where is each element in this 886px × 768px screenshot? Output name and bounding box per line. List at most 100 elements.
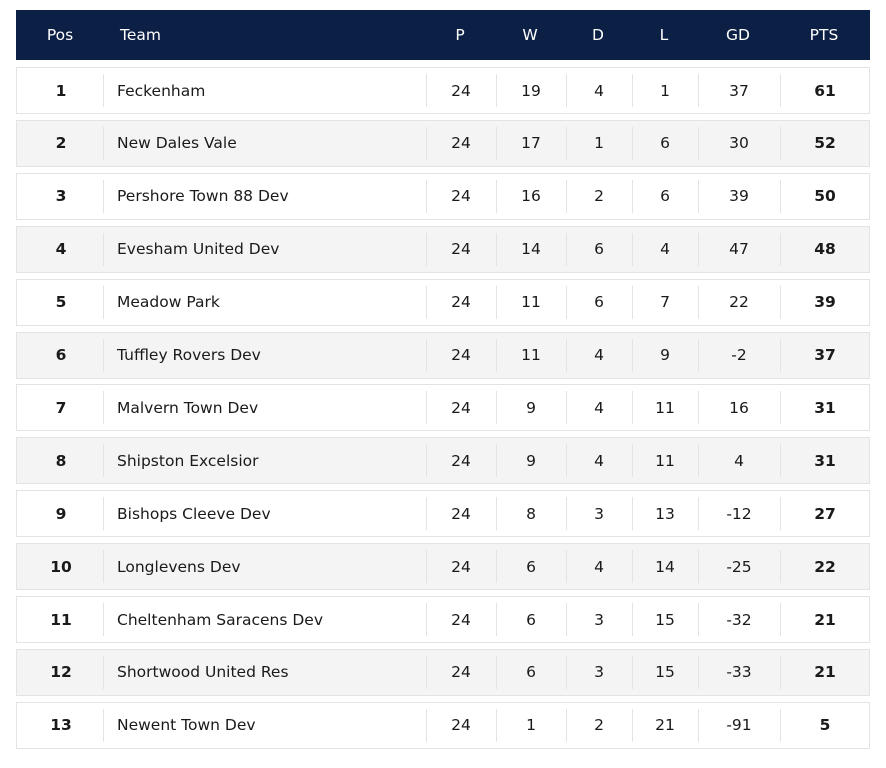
header-cell: GD: [726, 26, 750, 44]
won: 16: [521, 187, 541, 206]
points: 61: [814, 81, 836, 100]
table-row: 11 Cheltenham Saracens Dev 24 6 3 15 -32 21: [16, 596, 870, 643]
column-divider: [426, 708, 427, 742]
column-divider: [632, 338, 633, 372]
column-divider: [698, 74, 699, 107]
column-divider: [780, 74, 781, 107]
won: 6: [526, 610, 536, 629]
column-divider: [698, 338, 699, 372]
column-divider: [566, 126, 567, 160]
goal-difference: 30: [729, 134, 749, 153]
points: 21: [814, 610, 836, 629]
column-divider: [103, 126, 104, 160]
column-divider: [103, 708, 104, 742]
column-divider: [698, 285, 699, 319]
column-divider: [426, 126, 427, 160]
played: 24: [451, 134, 471, 153]
header-cell: D: [592, 26, 604, 44]
drawn: 4: [594, 398, 604, 417]
lost: 13: [655, 504, 675, 523]
column-divider: [632, 74, 633, 107]
goal-difference: 16: [729, 398, 749, 417]
header-cell: Team: [120, 26, 161, 44]
column-divider: [103, 603, 104, 636]
won: 1: [526, 716, 536, 735]
drawn: 3: [594, 504, 604, 523]
column-divider: [426, 179, 427, 213]
column-divider: [698, 179, 699, 213]
column-divider: [426, 232, 427, 266]
goal-difference: -32: [726, 610, 752, 629]
table-row: 3 Pershore Town 88 Dev 24 16 2 6 39 50: [16, 172, 870, 220]
drawn: 2: [594, 716, 604, 735]
played: 24: [451, 187, 471, 206]
column-divider: [566, 391, 567, 425]
column-divider: [698, 232, 699, 266]
column-divider: [780, 550, 781, 584]
points: 39: [814, 293, 836, 312]
played: 24: [451, 557, 471, 576]
drawn: 6: [594, 240, 604, 259]
column-divider: [780, 126, 781, 160]
played: 24: [451, 293, 471, 312]
table-row: 4 Evesham United Dev 24 14 6 4 47 48: [16, 225, 870, 273]
column-divider: [566, 285, 567, 319]
column-divider: [632, 391, 633, 425]
played: 24: [451, 716, 471, 735]
column-divider: [103, 497, 104, 531]
points: 48: [814, 240, 836, 259]
played: 24: [451, 504, 471, 523]
column-divider: [780, 708, 781, 742]
column-divider: [780, 444, 781, 478]
table-row: 2 New Dales Vale 24 17 1 6 30 52: [16, 119, 870, 167]
column-divider: [496, 497, 497, 531]
points: 52: [814, 134, 836, 153]
column-divider: [103, 550, 104, 584]
table-row: 8 Shipston Excelsior 24 9 4 11 4 31: [16, 437, 870, 485]
won: 11: [521, 293, 541, 312]
column-divider: [780, 338, 781, 372]
goal-difference: 47: [729, 240, 749, 259]
column-divider: [103, 74, 104, 107]
column-divider: [566, 655, 567, 689]
won: 17: [521, 134, 541, 153]
column-divider: [566, 708, 567, 742]
table-row: 1 Feckenham 24 19 4 1 37 61: [16, 67, 870, 114]
column-divider: [426, 603, 427, 636]
team-name: Feckenham: [117, 81, 206, 100]
column-divider: [780, 232, 781, 266]
column-divider: [698, 444, 699, 478]
goal-difference: -91: [726, 716, 752, 735]
column-divider: [780, 285, 781, 319]
lost: 11: [655, 398, 675, 417]
lost: 14: [655, 557, 675, 576]
column-divider: [426, 444, 427, 478]
column-divider: [496, 285, 497, 319]
column-divider: [426, 74, 427, 107]
team-name: New Dales Vale: [117, 134, 237, 153]
column-divider: [566, 603, 567, 636]
position: 12: [50, 663, 72, 682]
column-divider: [426, 655, 427, 689]
team-name: Longlevens Dev: [117, 557, 241, 576]
points: 37: [814, 346, 836, 364]
team-name: Pershore Town 88 Dev: [117, 187, 289, 206]
position: 11: [50, 610, 72, 629]
goal-difference: -25: [726, 557, 752, 576]
drawn: 1: [594, 134, 604, 153]
drawn: 3: [594, 663, 604, 682]
column-divider: [698, 126, 699, 160]
team-name: Meadow Park: [117, 293, 220, 312]
column-divider: [566, 550, 567, 584]
lost: 4: [660, 240, 670, 259]
column-divider: [496, 74, 497, 107]
column-divider: [496, 655, 497, 689]
column-divider: [496, 391, 497, 425]
header-cell: P: [455, 26, 465, 44]
column-divider: [632, 497, 633, 531]
lost: 7: [660, 293, 670, 312]
table-header: Pos Team P W D L GD PTS: [16, 10, 870, 60]
points: 50: [814, 187, 836, 206]
table-row: 13 Newent Town Dev 24 1 2 21 -91 5: [16, 701, 870, 749]
